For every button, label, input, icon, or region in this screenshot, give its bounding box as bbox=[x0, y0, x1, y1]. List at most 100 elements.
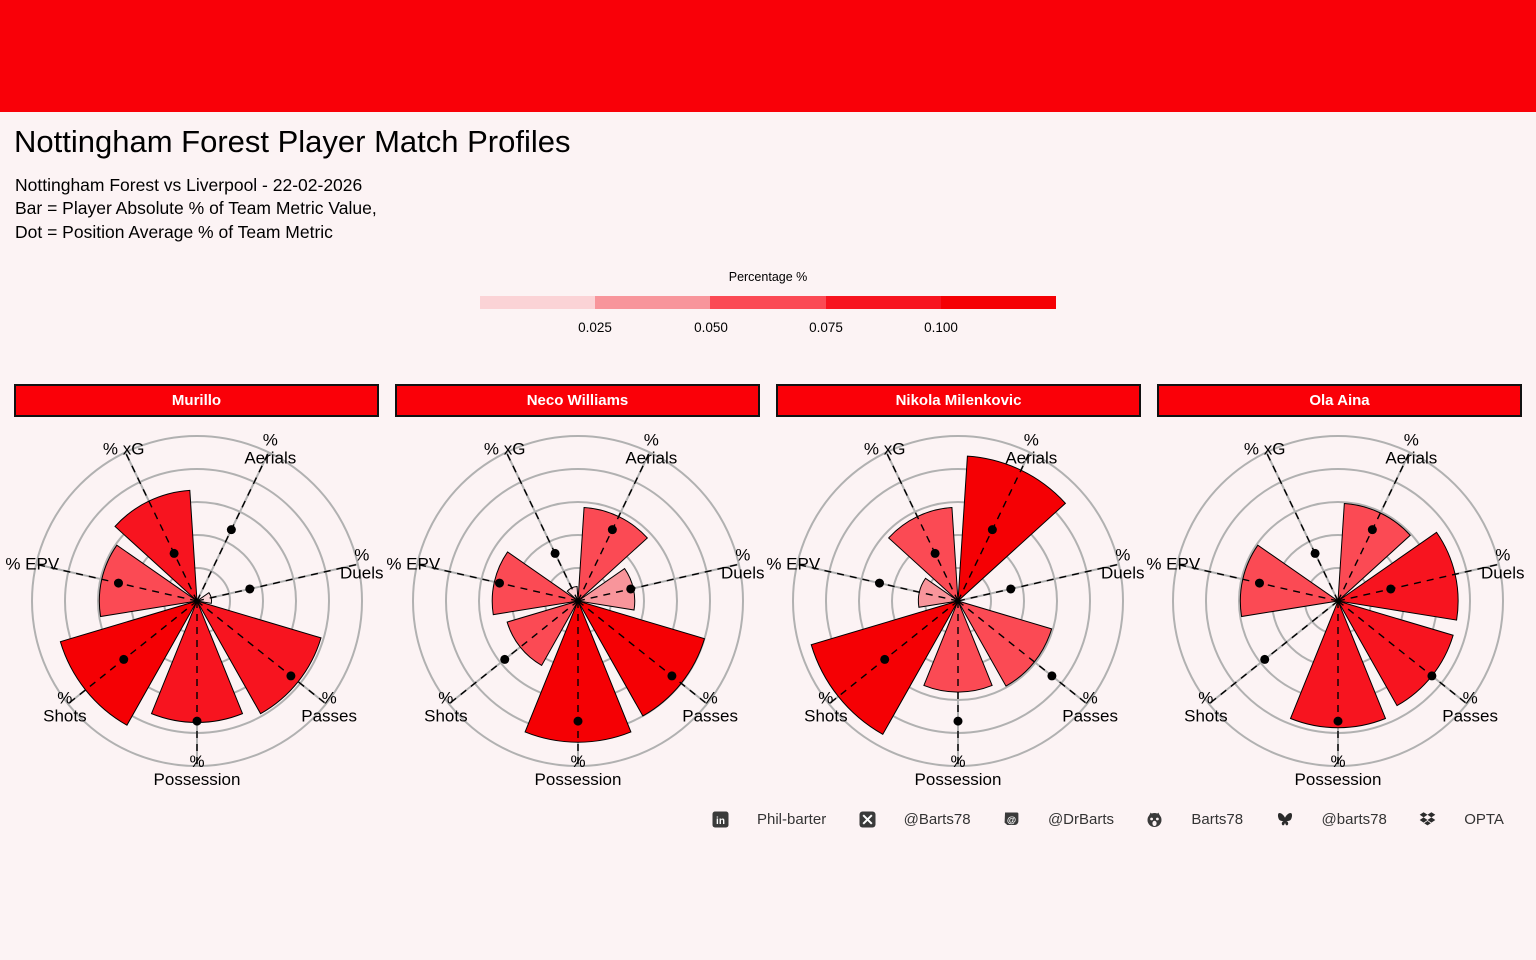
svg-text:in: in bbox=[716, 815, 725, 826]
legend-color-bar bbox=[480, 296, 1057, 309]
axis-dashed-line-xg bbox=[124, 452, 198, 602]
linkedin-icon: in bbox=[712, 811, 729, 827]
footer-github: Barts78 bbox=[1146, 811, 1243, 828]
axis-label-duels: % Duels bbox=[1481, 545, 1524, 582]
axis-dashed-line-shots bbox=[828, 600, 959, 705]
axis-label-aerials: % Aerials bbox=[244, 431, 296, 468]
mastodon-icon: @ bbox=[1004, 812, 1019, 826]
position-average-dot-passes bbox=[1427, 671, 1437, 681]
position-average-dot-epv bbox=[113, 578, 123, 588]
footer-mastodon: @ @DrBarts bbox=[1003, 811, 1114, 828]
top-brand-band bbox=[0, 0, 1536, 112]
svg-text:@: @ bbox=[1007, 815, 1016, 826]
axis-label-passes: % Passes bbox=[682, 688, 738, 725]
axis-label-possession: % Possession bbox=[535, 752, 622, 789]
footer-x: @Barts78 bbox=[859, 811, 971, 828]
position-average-dot-xg bbox=[1310, 548, 1320, 558]
legend-title: Percentage % bbox=[728, 270, 808, 284]
axis-label-passes: % Passes bbox=[301, 688, 357, 725]
axis-label-possession: % Possession bbox=[154, 752, 241, 789]
metric-wedge-passes bbox=[195, 600, 322, 715]
axis-label-aerials: % Aerials bbox=[625, 431, 677, 468]
footer-github-handle: Barts78 bbox=[1191, 810, 1244, 828]
position-average-dot-possession bbox=[953, 716, 963, 726]
metric-wedge-shots bbox=[810, 600, 960, 736]
axis-label-aerials: % Aerials bbox=[1385, 431, 1437, 468]
legend-color-bin bbox=[825, 296, 941, 309]
legend-tick: 0.100 bbox=[924, 320, 958, 335]
axis-label-xg: % xG bbox=[864, 440, 906, 459]
panel-header-murillo: Murillo bbox=[14, 384, 379, 417]
axis-label-xg: % xG bbox=[484, 440, 526, 459]
axis-label-epv: % EPV bbox=[766, 554, 821, 573]
footer-bluesky-handle: @barts78 bbox=[1321, 810, 1387, 828]
axis-label-duels: % Duels bbox=[340, 545, 383, 582]
bluesky-icon bbox=[1277, 812, 1292, 825]
position-average-dot-possession bbox=[573, 716, 583, 726]
rose-chart-nikola-milenkovic: % Aerials % Duels % Passes % Possession % Shots % … bbox=[766, 431, 1144, 789]
axis-dashed-line-xg bbox=[505, 452, 579, 602]
footer-x-handle: @Barts78 bbox=[903, 810, 971, 828]
page-title: Nottingham Forest Player Match Profiles bbox=[14, 124, 571, 159]
axis-label-xg: % xG bbox=[1244, 440, 1286, 459]
axis-dashed-line-passes bbox=[957, 600, 1088, 705]
axis-label-shots: % Shots bbox=[424, 688, 467, 725]
position-average-dot-passes bbox=[667, 671, 677, 681]
position-average-dot-aerials bbox=[1367, 525, 1377, 535]
position-average-dot-duels bbox=[1006, 584, 1016, 594]
metric-wedge-epv bbox=[491, 551, 580, 616]
legend-color-bin bbox=[940, 296, 1057, 309]
panel-header-ola-aina: Ola Aina bbox=[1157, 384, 1522, 417]
panel-header-neco-williams: Neco Williams bbox=[395, 384, 760, 417]
position-average-dot-xg bbox=[930, 548, 940, 558]
axis-dashed-line-xg bbox=[885, 452, 959, 602]
position-average-dot-xg bbox=[550, 548, 560, 558]
footer-mastodon-handle: @DrBarts bbox=[1047, 810, 1115, 828]
github-icon bbox=[1147, 812, 1162, 827]
position-average-dot-duels bbox=[1386, 584, 1396, 594]
subtitle-bar-note: Bar = Player Absolute % of Team Metric V… bbox=[15, 198, 377, 219]
axis-label-aerials: % Aerials bbox=[1005, 431, 1057, 468]
position-average-dot-duels bbox=[626, 584, 636, 594]
axis-dashed-line-passes bbox=[577, 600, 708, 705]
position-average-dot-aerials bbox=[987, 525, 997, 535]
axis-label-possession: % Possession bbox=[915, 752, 1002, 789]
subtitle-match: Nottingham Forest vs Liverpool - 22-02-2… bbox=[15, 175, 363, 195]
rose-chart-ola-aina: % Aerials % Duels % Passes % Possession % Shots % … bbox=[1146, 431, 1524, 789]
axis-label-passes: % Passes bbox=[1442, 688, 1498, 725]
position-average-dot-epv bbox=[874, 578, 884, 588]
metric-wedge-shots bbox=[59, 600, 199, 726]
legend-tick: 0.050 bbox=[694, 320, 728, 335]
legend-tick: 0.075 bbox=[809, 320, 843, 335]
position-average-dot-shots bbox=[119, 654, 129, 664]
position-average-dot-passes bbox=[1047, 671, 1057, 681]
axis-dashed-line-xg bbox=[1265, 452, 1339, 602]
axis-label-duels: % Duels bbox=[1101, 545, 1144, 582]
footer-dropbox-handle: OPTA bbox=[1464, 810, 1504, 828]
position-average-dot-epv bbox=[494, 578, 504, 588]
axis-dashed-line-shots bbox=[67, 600, 198, 705]
axis-dashed-line-duels bbox=[957, 563, 1120, 602]
social-footer: in Phil-barter @Barts78 @ @DrBarts Barts… bbox=[712, 806, 1504, 832]
axis-dashed-line-passes bbox=[196, 600, 327, 705]
axis-label-xg: % xG bbox=[103, 440, 145, 459]
legend-color-bin bbox=[710, 296, 826, 309]
axis-label-duels: % Duels bbox=[721, 545, 764, 582]
axis-label-possession: % Possession bbox=[1295, 752, 1382, 789]
subtitle-dot-note: Dot = Position Average % of Team Metric bbox=[15, 221, 333, 242]
axis-dashed-line-duels bbox=[577, 563, 740, 602]
position-average-dot-xg bbox=[169, 548, 179, 558]
position-average-dot-possession bbox=[1333, 716, 1343, 726]
position-average-dot-epv bbox=[1254, 578, 1264, 588]
axis-label-shots: % Shots bbox=[1184, 688, 1227, 725]
legend-color-bin bbox=[595, 296, 711, 309]
rose-chart-murillo: % Aerials % Duels % Passes % Possession % Shots % … bbox=[5, 431, 383, 789]
position-average-dot-passes bbox=[286, 671, 296, 681]
footer-linkedin: in Phil-barter bbox=[712, 811, 826, 828]
axis-label-shots: % Shots bbox=[804, 688, 847, 725]
axis-dashed-line-duels bbox=[1337, 563, 1500, 602]
footer-linkedin-handle: Phil-barter bbox=[757, 810, 827, 828]
rose-chart-neco-williams: % Aerials % Duels % Passes % Possession % Shots % … bbox=[386, 431, 764, 789]
position-average-dot-shots bbox=[500, 654, 510, 664]
x-icon bbox=[859, 811, 876, 827]
